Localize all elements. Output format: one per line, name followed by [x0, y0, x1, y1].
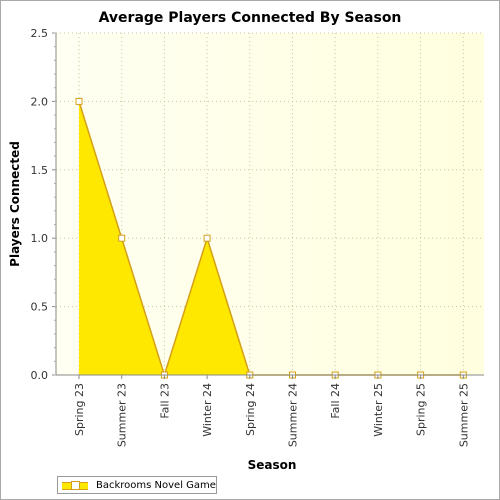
x-tick-label: Spring 24 [244, 383, 257, 436]
data-point [75, 97, 83, 105]
y-tick-label: 2.0 [31, 95, 49, 108]
x-tick-label: Summer 25 [457, 383, 470, 447]
x-tick-label: Summer 23 [116, 383, 129, 447]
y-tick-label: 1.0 [31, 232, 49, 245]
x-tick-label: Spring 23 [73, 383, 86, 436]
area-fill [79, 101, 464, 376]
x-tick-label: Spring 25 [415, 383, 428, 436]
y-axis-label: Players Connected [8, 141, 22, 267]
chart-title: Average Players Connected By Season [99, 10, 402, 26]
y-tick-label: 0.5 [31, 301, 49, 314]
y-tick-label: 2.5 [31, 27, 49, 40]
x-tick-label: Fall 23 [158, 383, 171, 419]
y-axis-ticks: 0.0 0.5 1.0 1.5 2.0 2.5 [31, 27, 56, 382]
x-tick-label: Winter 24 [201, 383, 214, 437]
y-tick-label: 0.0 [31, 369, 49, 382]
x-tick-label: Summer 24 [287, 383, 300, 447]
legend-swatch-icon [62, 479, 88, 491]
y-tick-label: 1.5 [31, 164, 49, 177]
legend: Backrooms Novel Game [57, 476, 217, 494]
x-tick-label: Winter 25 [372, 383, 385, 437]
x-axis-ticks: Spring 23 Summer 23 Fall 23 Winter 24 Spring… [73, 375, 470, 447]
data-point [203, 234, 211, 242]
x-tick-label: Fall 24 [329, 383, 342, 419]
legend-label: Backrooms Novel Game [96, 479, 216, 491]
x-axis-label: Season [248, 458, 297, 472]
data-point [118, 234, 126, 242]
